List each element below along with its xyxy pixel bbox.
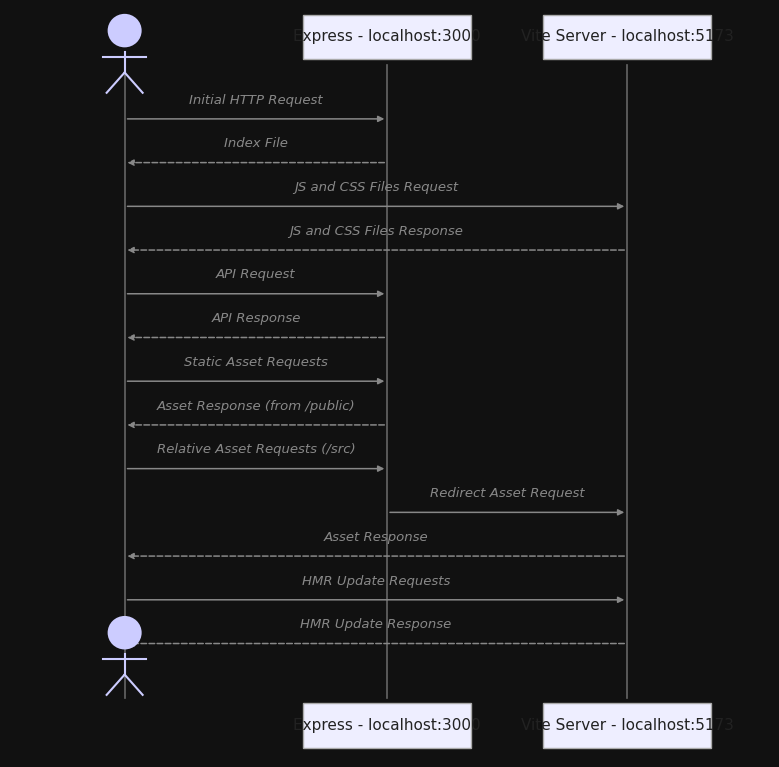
Circle shape <box>108 14 142 48</box>
Text: JS and CSS Files Response: JS and CSS Files Response <box>289 225 463 238</box>
Text: Index File: Index File <box>224 137 287 150</box>
Text: Express - localhost:3000: Express - localhost:3000 <box>294 29 481 44</box>
Text: HMR Update Response: HMR Update Response <box>300 618 452 631</box>
Text: Express - localhost:3000: Express - localhost:3000 <box>294 718 481 733</box>
Text: Asset Response: Asset Response <box>323 531 428 544</box>
Text: Redirect Asset Request: Redirect Asset Request <box>430 487 584 500</box>
Text: JS and CSS Files Request: JS and CSS Files Request <box>294 181 458 194</box>
Circle shape <box>108 616 142 650</box>
FancyBboxPatch shape <box>543 15 710 59</box>
FancyBboxPatch shape <box>543 703 710 748</box>
Text: Static Asset Requests: Static Asset Requests <box>184 356 328 369</box>
Text: API Request: API Request <box>216 268 296 281</box>
Text: Relative Asset Requests (/src): Relative Asset Requests (/src) <box>157 443 355 456</box>
Text: API Response: API Response <box>211 312 301 325</box>
Text: Vite Server - localhost:5173: Vite Server - localhost:5173 <box>520 718 734 733</box>
FancyBboxPatch shape <box>303 15 471 59</box>
Text: Asset Response (from /public): Asset Response (from /public) <box>157 400 355 413</box>
Text: Vite Server - localhost:5173: Vite Server - localhost:5173 <box>520 29 734 44</box>
FancyBboxPatch shape <box>303 703 471 748</box>
Text: HMR Update Requests: HMR Update Requests <box>301 574 450 588</box>
Text: Initial HTTP Request: Initial HTTP Request <box>189 94 323 107</box>
